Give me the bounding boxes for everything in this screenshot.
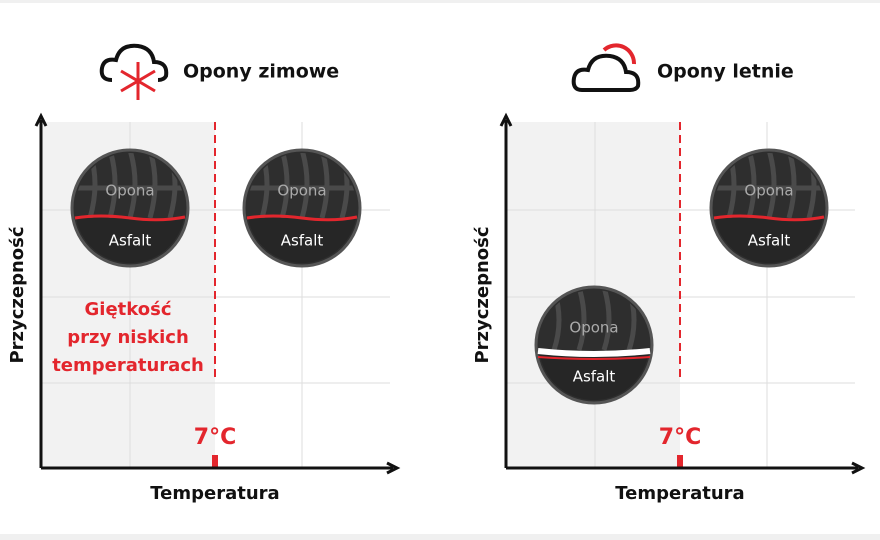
x-axis-label: Temperatura: [615, 483, 744, 504]
y-axis-label: Przyczepność: [472, 226, 493, 363]
y-axis-label: Przyczepność: [7, 226, 28, 363]
x-axis: [506, 461, 866, 475]
x-axis: [41, 461, 401, 475]
tire-bottom-label: Asfalt: [109, 232, 152, 250]
tire-graphic: [711, 150, 827, 268]
tire-top-label: Opona: [744, 182, 793, 200]
tire: Opona Asfalt: [72, 150, 188, 268]
tire-top-label: Opona: [105, 182, 154, 200]
y-axis: [34, 112, 48, 468]
top-strip: [0, 0, 880, 3]
tire-graphic: [536, 287, 652, 405]
tire-graphic: [72, 150, 188, 268]
tire-graphic: [244, 150, 360, 268]
threshold-label: 7°C: [194, 425, 236, 450]
threshold-tick: [212, 455, 218, 468]
tire-top-label: Opona: [277, 182, 326, 200]
tire: Opona Asfalt: [536, 287, 652, 405]
note: przy niskich: [67, 327, 189, 348]
tire-top-label: Opona: [569, 319, 618, 337]
tire: Opona Asfalt: [244, 150, 360, 268]
note: temperaturach: [52, 355, 204, 376]
tire-bottom-label: Asfalt: [281, 232, 324, 250]
tire-bottom-label: Asfalt: [748, 232, 791, 250]
tire: Opona Asfalt: [711, 150, 827, 268]
bottom-strip: [0, 534, 880, 540]
panel-title: Opony zimowe: [183, 61, 339, 83]
summer-icon: [571, 43, 641, 92]
panel-title: Opony letnie: [657, 61, 794, 83]
winter-icon: [99, 43, 169, 100]
threshold-label: 7°C: [659, 425, 701, 450]
x-axis-label: Temperatura: [150, 483, 279, 504]
y-axis: [499, 112, 513, 468]
tire-bottom-label: Asfalt: [573, 368, 616, 386]
note: Giętkość: [85, 299, 172, 320]
threshold-tick: [677, 455, 683, 468]
